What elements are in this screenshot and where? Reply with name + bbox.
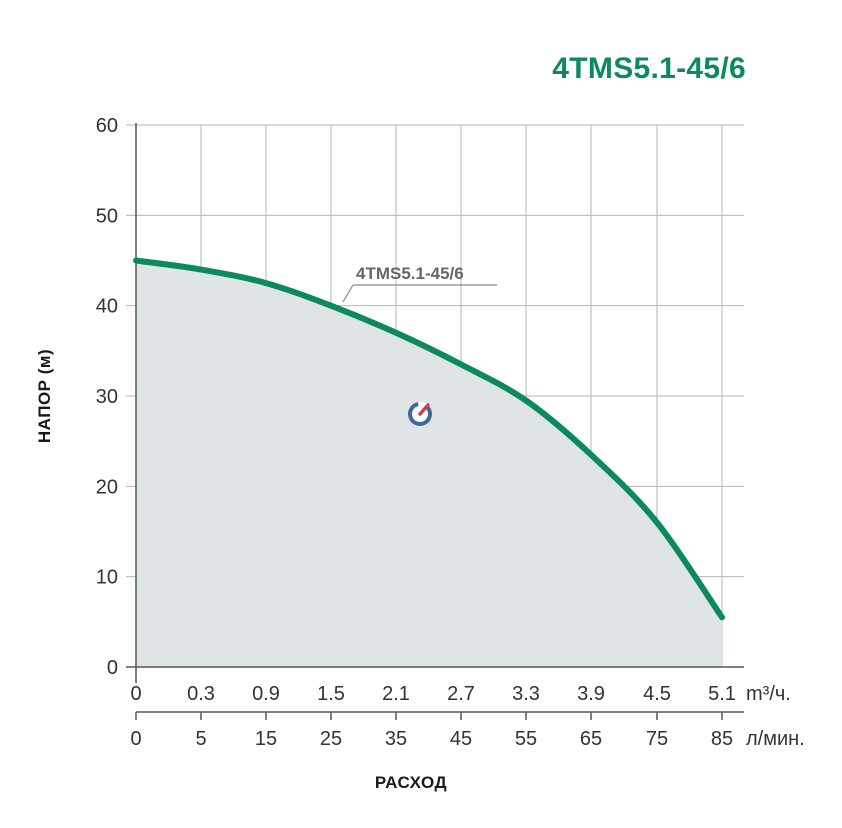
x2-tick-label: 65 — [580, 728, 602, 750]
logo-ring — [408, 402, 432, 426]
x2-tick-label: 35 — [385, 728, 407, 750]
y-tick-label: 60 — [96, 115, 118, 137]
y-tick-labels: 0 10 20 30 40 50 60 — [96, 115, 118, 679]
y-tick-label: 50 — [96, 205, 118, 227]
y-tick-label: 30 — [96, 386, 118, 408]
curve-label-leader — [342, 284, 354, 303]
x-axis-title: РАСХОД — [375, 773, 447, 792]
x2-tick-label: 45 — [450, 728, 472, 750]
x2-tick-label: 55 — [515, 728, 537, 750]
chart-title: 4TMS5.1-45/6 — [552, 52, 746, 85]
x-tick-label: 2.7 — [447, 683, 475, 705]
y-tick-label: 10 — [96, 567, 118, 589]
curve-area-fill — [136, 260, 722, 667]
x-unit-label: m³/ч. — [746, 683, 791, 705]
x2-tick-label: 5 — [195, 728, 206, 750]
series-line — [133, 257, 725, 621]
y-tick-label: 0 — [107, 657, 118, 679]
x-tick-label: 2.1 — [382, 683, 410, 705]
y-axis-title: НАПОР (м) — [35, 349, 54, 443]
x-tick-label: 5.1 — [708, 683, 736, 705]
x-tick-label: 3.9 — [577, 683, 605, 705]
x-tick-label: 3.3 — [512, 683, 540, 705]
x2-tick-label: 25 — [320, 728, 342, 750]
y-tick-label: 20 — [96, 476, 118, 498]
x2-tick-label: 75 — [646, 728, 668, 750]
x2-tick-label: 85 — [711, 728, 733, 750]
x-tick-label: 0 — [130, 683, 141, 705]
x2-tick-label: 15 — [255, 728, 277, 750]
x-tick-label: 4.5 — [643, 683, 671, 705]
gauge-logo-icon — [408, 402, 432, 426]
y-tick-label: 40 — [96, 296, 118, 318]
x2-tick-labels: 0 5 15 25 35 45 55 65 75 85 — [130, 728, 733, 750]
axes — [126, 123, 744, 720]
x2-unit-label: л/мин. — [746, 728, 805, 750]
x-tick-label: 0.9 — [252, 683, 280, 705]
x-tick-label: 1.5 — [317, 683, 345, 705]
x-tick-label: 0.3 — [187, 683, 215, 705]
x2-tick-label: 0 — [130, 728, 141, 750]
x-tick-labels: 0 0.3 0.9 1.5 2.1 2.7 3.3 3.9 4.5 5.1 — [130, 683, 735, 705]
series-label: 4TMS5.1-45/6 — [356, 264, 464, 283]
logo-needle — [418, 403, 430, 416]
